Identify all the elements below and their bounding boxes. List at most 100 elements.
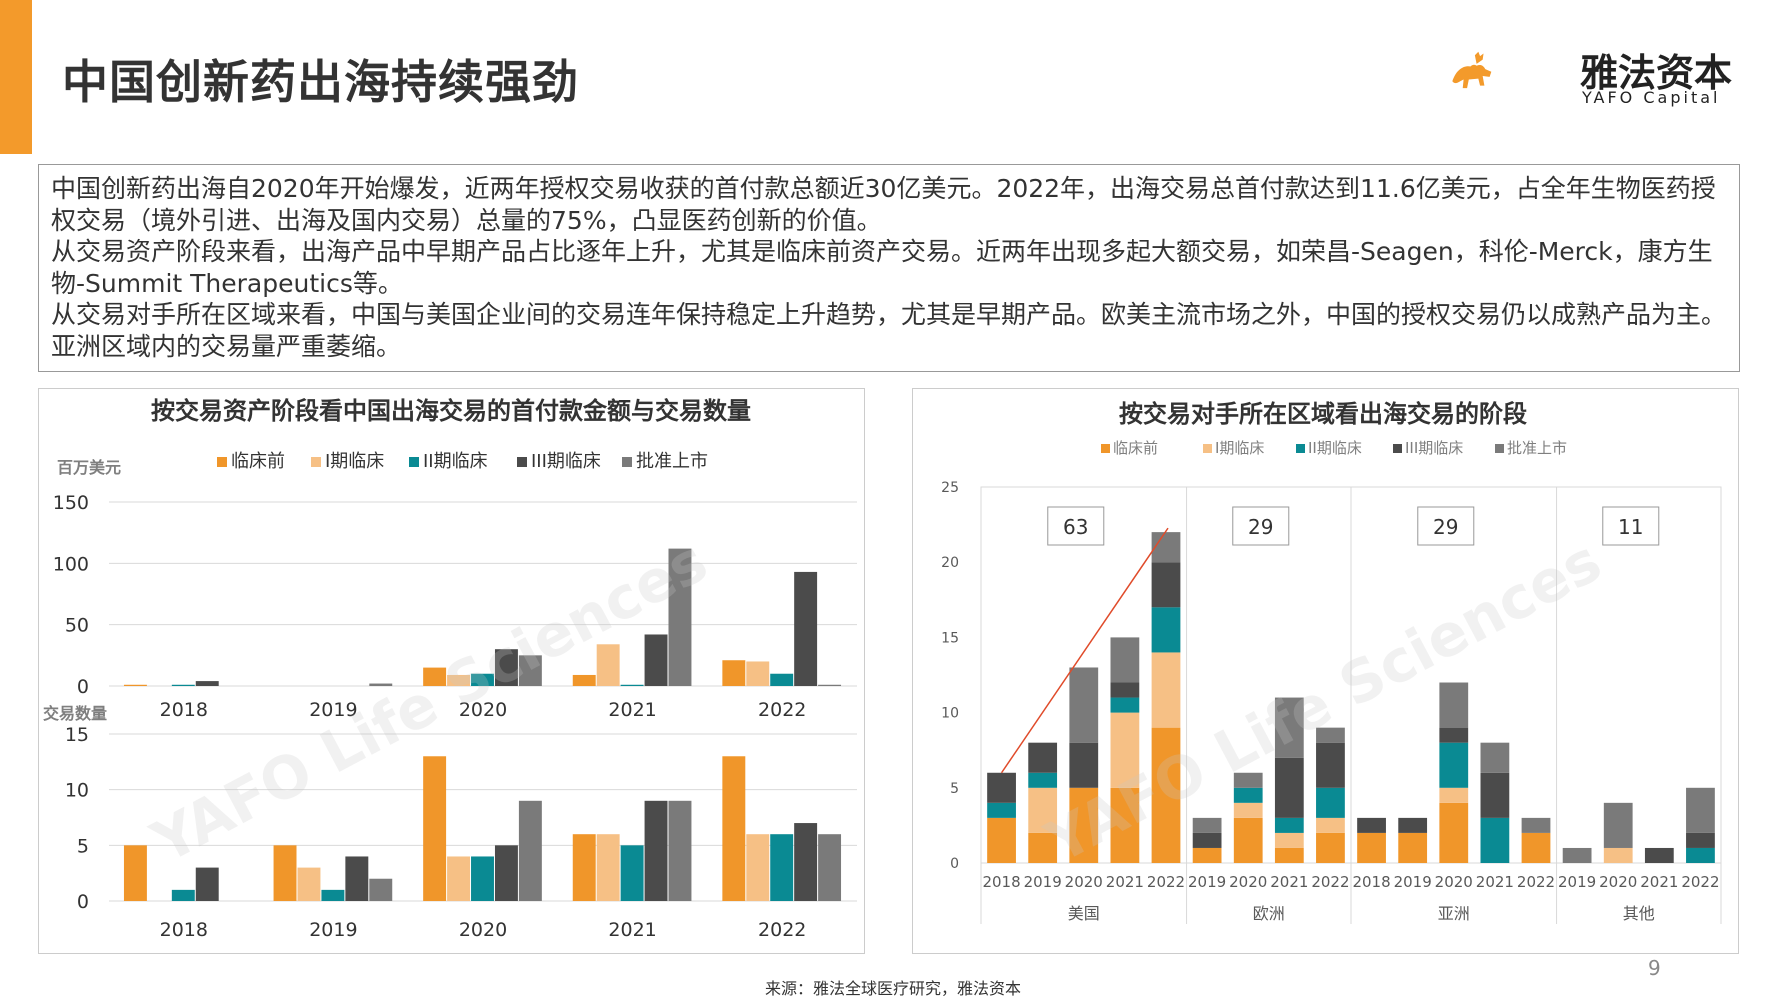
summary-paragraph: 从交易对手所在区域来看，中国与美国企业间的交易连年保持稳定上升趋势，尤其是早期产… <box>51 300 1727 361</box>
x-tick-label: 2022 <box>1517 873 1555 891</box>
stacked-bar-segment <box>1316 742 1345 788</box>
summary-box: 中国创新药出海自2020年开始爆发，近两年授权交易收获的首付款总额近30亿美元。… <box>38 164 1740 372</box>
legend-swatch <box>517 457 527 467</box>
bar <box>572 834 596 901</box>
summary-paragraph: 中国创新药出海自2020年开始爆发，近两年授权交易收获的首付款总额近30亿美元。… <box>51 174 1716 235</box>
stacked-bar-segment <box>1439 742 1469 788</box>
stacked-bar-segment <box>987 817 1016 863</box>
y-tick-label: 150 <box>53 492 89 514</box>
stacked-bar-segment <box>1151 607 1181 653</box>
bar <box>494 845 518 901</box>
stacked-bar-segment <box>1357 817 1386 833</box>
legend-swatch <box>1203 444 1212 453</box>
x-tick-label: 2019 <box>309 699 357 721</box>
x-tick-label: 2020 <box>1229 873 1267 891</box>
bar <box>518 800 542 901</box>
stacked-bar-segment <box>1069 742 1099 788</box>
x-tick-label: 2022 <box>1311 873 1349 891</box>
x-tick-label: 2021 <box>1476 873 1514 891</box>
stacked-bar-segment <box>1480 742 1510 773</box>
bar <box>171 889 195 901</box>
bar <box>644 634 668 686</box>
stacked-bar-segment <box>1686 847 1715 863</box>
stacked-bar-segment <box>1069 667 1099 743</box>
stacked-bar-segment <box>1480 772 1510 818</box>
bar <box>297 867 321 901</box>
stacked-bar-segment <box>1686 832 1715 848</box>
bar <box>620 845 644 901</box>
stacked-bar-segment <box>1110 697 1140 713</box>
legend-swatch <box>409 457 419 467</box>
x-tick-label: 2021 <box>608 699 656 721</box>
legend-label: II期临床 <box>1308 439 1362 457</box>
stacked-bar-segment <box>1110 712 1140 788</box>
stacked-bar-segment <box>1028 742 1058 773</box>
legend-label: 批准上市 <box>636 451 708 472</box>
group-total-label: 63 <box>1063 515 1088 539</box>
y-tick-label: 0 <box>77 676 89 698</box>
bar <box>369 683 393 686</box>
group-label: 其他 <box>1623 904 1655 923</box>
y-tick-label: 10 <box>65 780 89 802</box>
bar <box>746 661 770 686</box>
stacked-bar-segment <box>1439 727 1469 743</box>
bar <box>644 800 668 901</box>
stacked-bar-segment <box>1274 757 1304 818</box>
legend-label: III期临床 <box>531 451 601 472</box>
bar <box>447 856 471 901</box>
x-tick-label: 2018 <box>160 919 208 941</box>
bar <box>423 756 447 901</box>
stacked-bar-segment <box>1316 832 1345 863</box>
x-tick-label: 2019 <box>1394 873 1432 891</box>
y-tick-label: 0 <box>77 891 89 913</box>
legend-label: 临床前 <box>231 451 285 472</box>
legend-swatch <box>1101 444 1110 453</box>
y-axis-label: 交易数量 <box>43 704 107 723</box>
stacked-bar-segment <box>1274 847 1304 863</box>
stacked-bar-segment <box>1192 832 1222 848</box>
bar <box>369 878 393 901</box>
stacked-bar-segment <box>1233 772 1263 788</box>
stacked-bar-segment <box>1398 817 1428 833</box>
lion-logo-icon <box>1452 51 1492 89</box>
summary-paragraph: 从交易资产阶段来看，出海产品中早期产品占比逐年上升，尤其是临床前资产交易。近两年… <box>51 237 1713 298</box>
y-tick-label: 25 <box>941 480 959 496</box>
legend-label: 批准上市 <box>1507 439 1567 457</box>
group-label: 欧洲 <box>1253 904 1285 923</box>
x-tick-label: 2022 <box>758 919 806 941</box>
stacked-bar-segment <box>1192 817 1222 833</box>
legend-swatch <box>311 457 321 467</box>
logo-subtitle: YAFO Capital <box>1582 88 1721 107</box>
bar <box>668 800 692 901</box>
y-tick-label: 5 <box>950 781 959 797</box>
y-axis-label: 百万美元 <box>57 458 121 477</box>
bar <box>423 667 447 686</box>
left-chart-panel: 按交易资产阶段看中国出海交易的首付款金额与交易数量 临床前 I期临床 II期临床 III… <box>38 388 865 954</box>
chart-title: 按交易对手所在区域看出海交易的阶段 <box>1119 400 1527 428</box>
stacked-bar-segment <box>1110 682 1140 698</box>
logo-text: 雅法资本 <box>1580 51 1733 95</box>
stacked-bar-segment <box>1274 697 1304 758</box>
group-total-box <box>1232 506 1290 546</box>
y-tick-label: 100 <box>53 553 89 575</box>
legend-swatch <box>1393 444 1402 453</box>
stacked-bar-segment <box>1316 817 1345 833</box>
group-total-box <box>1602 506 1660 546</box>
bar <box>794 823 818 901</box>
group-total-box <box>1047 506 1105 546</box>
legend-label: I期临床 <box>1215 439 1264 457</box>
stacked-bar-segment <box>1151 532 1181 563</box>
bar <box>572 674 596 686</box>
stacked-bar-segment <box>1151 652 1181 728</box>
x-tick-label: 2022 <box>1681 873 1719 891</box>
stacked-bar-segment <box>1521 832 1551 863</box>
x-tick-label: 2019 <box>309 919 357 941</box>
bar <box>447 674 471 686</box>
right-chart-panel: 按交易对手所在区域看出海交易的阶段 临床前 I期临床 II期临床 III期临床 批准上市 0… <box>912 388 1739 954</box>
x-tick-label: 2020 <box>1435 873 1473 891</box>
bar <box>620 684 644 686</box>
y-tick-label: 10 <box>941 706 959 722</box>
x-tick-label: 2021 <box>608 919 656 941</box>
x-tick-label: 2021 <box>1270 873 1308 891</box>
x-tick-label: 2020 <box>459 919 507 941</box>
